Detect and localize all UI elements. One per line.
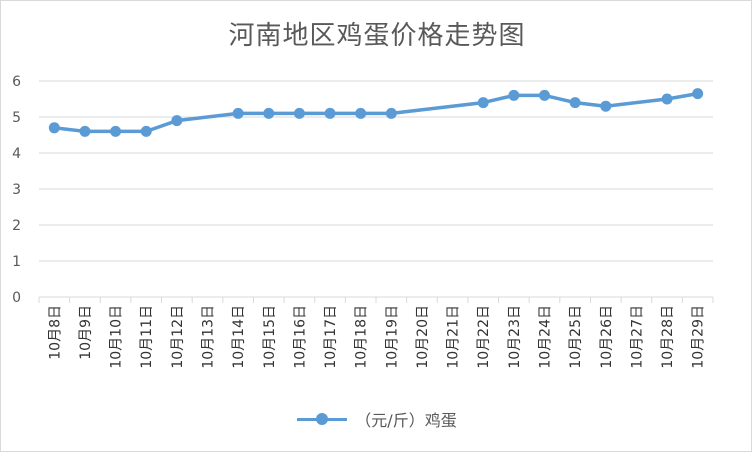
chart-title: 河南地区鸡蛋价格走势图 — [228, 21, 526, 51]
x-tick-label: 10月23日 — [507, 305, 523, 369]
data-point — [232, 107, 244, 119]
x-tick-label: 10月25日 — [568, 305, 584, 369]
x-tick-label: 10月19日 — [384, 305, 400, 369]
data-point — [48, 122, 60, 134]
x-tick-label: 10月16日 — [292, 305, 308, 369]
x-tick-label: 10月24日 — [538, 305, 554, 369]
x-tick-label: 10月15日 — [262, 305, 278, 369]
data-point — [324, 107, 336, 119]
data-point — [79, 125, 91, 137]
data-point — [293, 107, 305, 119]
x-tick-label: 10月13日 — [201, 305, 217, 369]
x-tick-label: 10月22日 — [476, 305, 492, 369]
data-point — [355, 107, 367, 119]
x-tick-label: 10月26日 — [599, 305, 615, 369]
x-tick-label: 10月8日 — [47, 305, 63, 360]
data-point — [385, 107, 397, 119]
legend-label: （元/斤）鸡蛋 — [355, 411, 457, 430]
y-tick-label: 1 — [12, 254, 21, 270]
x-tick-label: 10月17日 — [323, 305, 339, 369]
x-tick-label: 10月10日 — [109, 305, 125, 369]
y-tick-label: 2 — [12, 218, 21, 234]
legend-line-marker-icon — [297, 413, 348, 425]
y-tick-label: 6 — [12, 74, 21, 90]
x-tick-label: 10月29日 — [691, 305, 707, 369]
data-point — [600, 100, 612, 112]
x-tick-label: 10月9日 — [78, 305, 94, 360]
data-point — [263, 107, 275, 119]
x-tick-label: 10月20日 — [415, 305, 431, 369]
data-point — [110, 125, 122, 137]
x-tick-label: 10月14日 — [231, 305, 247, 369]
x-tick-label: 10月18日 — [354, 305, 370, 369]
data-point — [508, 89, 520, 101]
data-point — [569, 97, 581, 109]
y-tick-label: 4 — [12, 146, 21, 162]
data-point — [692, 88, 704, 100]
data-point — [539, 89, 550, 101]
x-tick-label: 10月11日 — [139, 305, 155, 369]
x-tick-label: 10月28日 — [660, 305, 676, 369]
x-tick-label: 10月12日 — [170, 305, 186, 369]
y-tick-label: 3 — [12, 182, 21, 198]
data-point — [477, 97, 489, 109]
y-tick-label: 5 — [12, 110, 21, 126]
data-point — [661, 93, 673, 105]
legend: （元/斤）鸡蛋 — [1, 407, 752, 431]
y-tick-label: 0 — [12, 290, 21, 306]
series-line — [54, 91, 698, 134]
x-tick-label: 10月27日 — [629, 305, 645, 369]
data-point — [171, 115, 183, 127]
x-tick-label: 10月21日 — [446, 305, 462, 369]
data-point — [140, 125, 152, 137]
